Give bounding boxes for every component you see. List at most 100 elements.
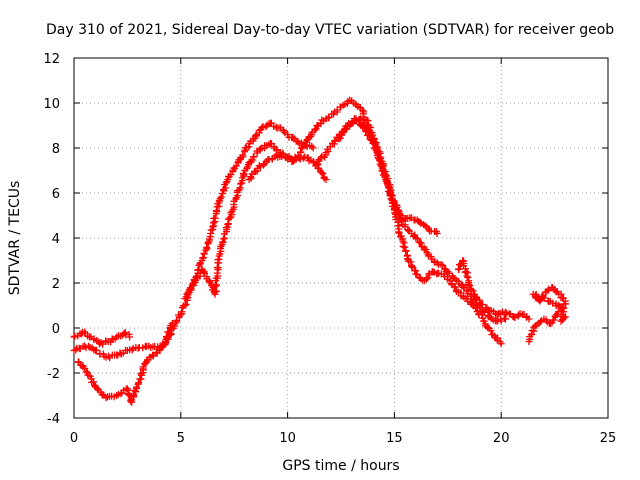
data-point bbox=[289, 133, 297, 141]
series-trace-9 bbox=[525, 284, 570, 345]
grid-lines bbox=[74, 58, 608, 418]
data-point bbox=[478, 311, 486, 319]
data-point bbox=[324, 114, 332, 122]
x-axis-label: GPS time / hours bbox=[282, 458, 399, 474]
data-point bbox=[461, 283, 469, 291]
data-point bbox=[216, 195, 224, 203]
data-point bbox=[456, 261, 464, 269]
data-point bbox=[211, 283, 219, 291]
data-point bbox=[335, 135, 343, 143]
data-point bbox=[389, 199, 397, 207]
y-tick-label: 2 bbox=[52, 277, 60, 292]
data-point bbox=[399, 242, 407, 250]
data-point bbox=[209, 223, 217, 231]
data-point bbox=[89, 378, 97, 386]
data-point bbox=[102, 394, 110, 402]
data-point bbox=[142, 359, 150, 367]
data-point bbox=[205, 278, 213, 286]
y-axis-label: SDTVAR / TECUs bbox=[7, 181, 23, 296]
data-point bbox=[544, 297, 552, 305]
data-point bbox=[182, 300, 190, 308]
data-point bbox=[181, 302, 189, 309]
data-point bbox=[421, 222, 429, 230]
data-point bbox=[360, 124, 368, 132]
data-point bbox=[382, 172, 390, 180]
data-point bbox=[544, 287, 552, 295]
data-point bbox=[536, 296, 544, 304]
data-point bbox=[93, 385, 101, 393]
data-point bbox=[165, 328, 173, 336]
data-point bbox=[243, 165, 251, 173]
data-point bbox=[412, 234, 420, 242]
data-point bbox=[387, 192, 395, 200]
data-point bbox=[355, 116, 363, 124]
data-point bbox=[417, 239, 425, 247]
data-point bbox=[217, 193, 225, 201]
series-trace-8 bbox=[454, 257, 533, 323]
data-point bbox=[220, 235, 228, 243]
data-point bbox=[72, 346, 80, 354]
data-point bbox=[422, 275, 430, 283]
data-point bbox=[539, 292, 547, 300]
data-point bbox=[232, 162, 240, 170]
data-point bbox=[468, 300, 476, 308]
data-point bbox=[256, 163, 264, 171]
data-point bbox=[203, 243, 211, 251]
data-point bbox=[99, 390, 107, 398]
data-point bbox=[493, 311, 501, 318]
data-point bbox=[469, 287, 477, 295]
series-trace-4 bbox=[181, 140, 330, 303]
data-point bbox=[466, 282, 474, 290]
data-point bbox=[123, 385, 131, 393]
data-point bbox=[294, 138, 302, 146]
data-point bbox=[135, 379, 143, 387]
data-point bbox=[82, 368, 90, 376]
data-point bbox=[463, 272, 471, 280]
data-point bbox=[105, 352, 113, 360]
data-point bbox=[309, 144, 317, 152]
data-point bbox=[464, 274, 472, 282]
data-point bbox=[280, 127, 288, 135]
data-point bbox=[368, 136, 376, 144]
data-point bbox=[550, 316, 558, 324]
data-point bbox=[219, 239, 227, 247]
chart-title: Day 310 of 2021, Sidereal Day-to-day VTE… bbox=[46, 22, 614, 38]
x-tick-label: 15 bbox=[386, 431, 403, 446]
data-point bbox=[357, 121, 365, 129]
x-tick-label: 0 bbox=[70, 431, 78, 446]
data-point bbox=[560, 314, 568, 322]
y-tick-label: 12 bbox=[43, 52, 60, 67]
x-tick-label: 10 bbox=[279, 431, 296, 446]
data-point bbox=[501, 315, 509, 323]
data-point bbox=[97, 339, 105, 347]
data-point bbox=[322, 176, 330, 183]
data-point bbox=[501, 308, 509, 316]
data-point bbox=[319, 169, 327, 177]
data-point bbox=[439, 261, 447, 269]
series-trace-3 bbox=[70, 328, 134, 348]
series-trace-2 bbox=[74, 320, 176, 406]
data-points bbox=[70, 96, 570, 406]
data-point bbox=[497, 317, 505, 325]
data-point bbox=[177, 311, 185, 319]
data-point bbox=[511, 314, 519, 322]
data-point bbox=[126, 397, 134, 405]
data-point bbox=[552, 300, 560, 308]
x-tick-label: 20 bbox=[493, 431, 510, 446]
data-point bbox=[251, 132, 259, 140]
data-point bbox=[178, 308, 186, 316]
data-point bbox=[385, 184, 393, 192]
data-point bbox=[400, 239, 408, 247]
data-point bbox=[92, 346, 100, 354]
data-point bbox=[212, 206, 220, 214]
data-point bbox=[256, 145, 264, 153]
data-point bbox=[215, 196, 223, 204]
data-point bbox=[401, 243, 409, 251]
data-point bbox=[336, 134, 344, 142]
y-tick-label: 0 bbox=[52, 322, 60, 337]
data-point bbox=[510, 313, 518, 321]
data-point bbox=[149, 352, 157, 360]
data-point bbox=[326, 143, 334, 151]
data-point bbox=[186, 285, 194, 293]
